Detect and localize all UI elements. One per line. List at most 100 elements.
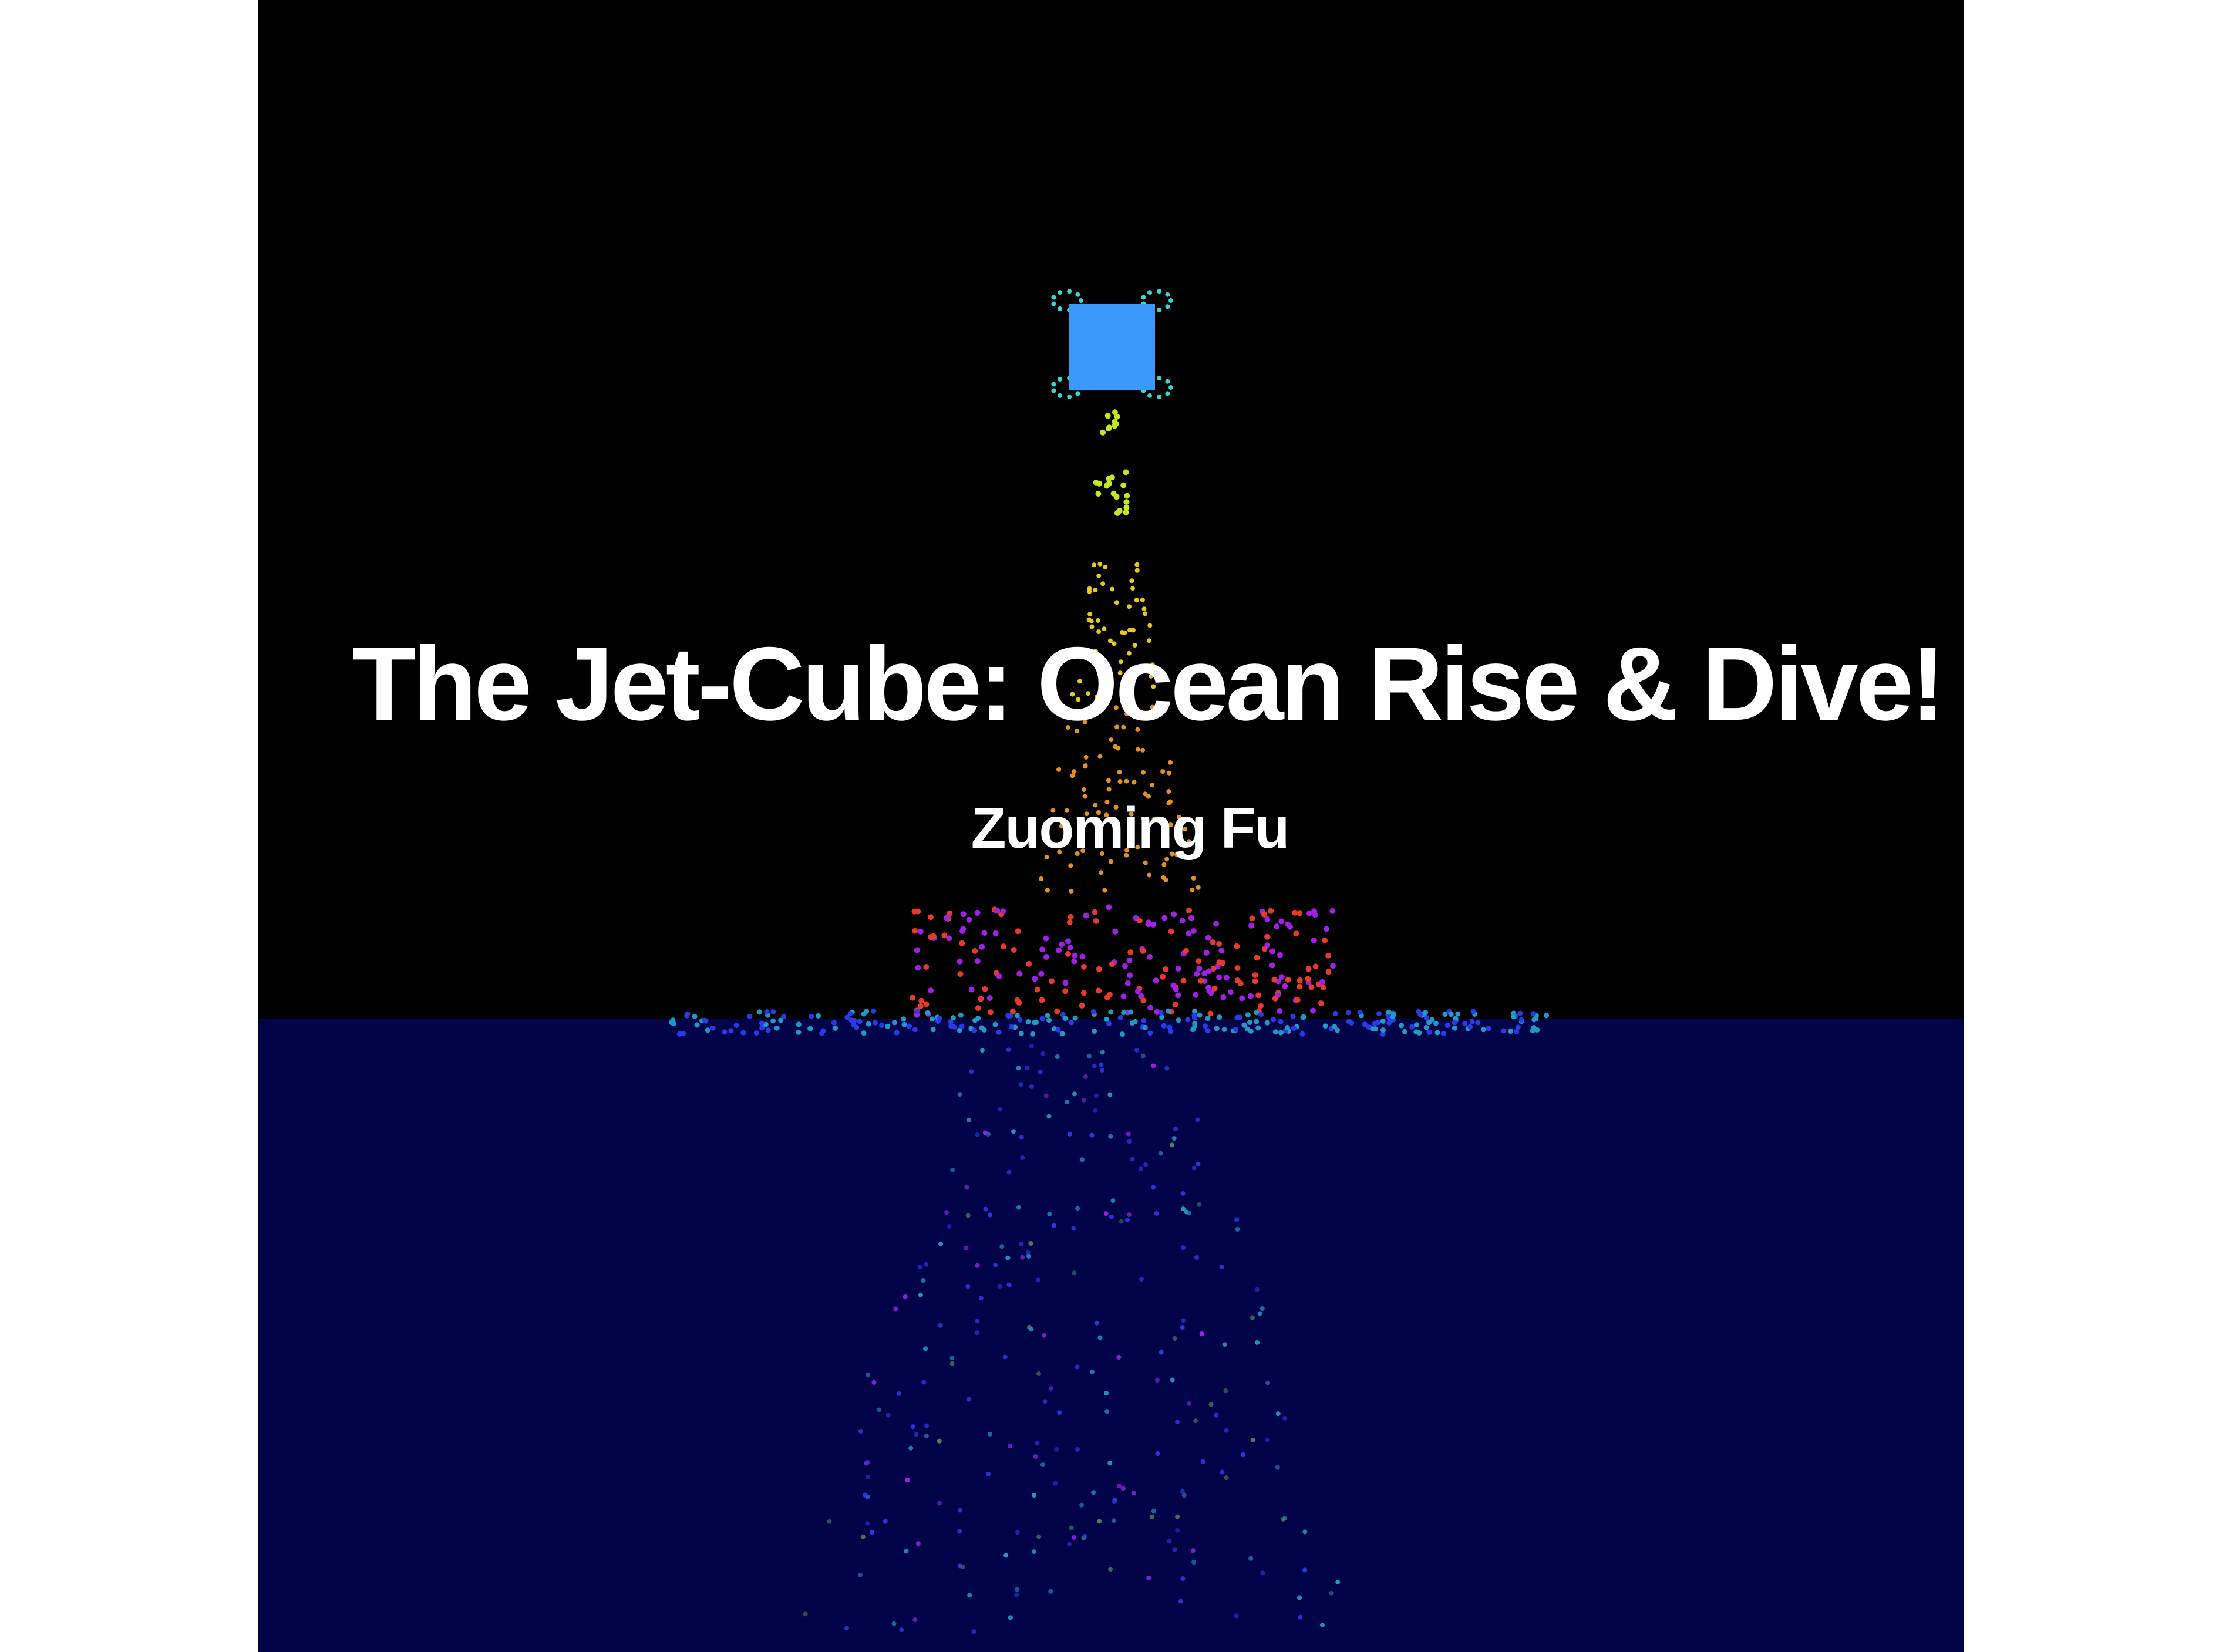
particle-dot (1124, 852, 1129, 858)
particle-dot (1047, 1211, 1052, 1216)
particle-dot (1151, 1063, 1156, 1068)
particle-dot (1278, 1019, 1284, 1024)
particle-field (668, 289, 1549, 1634)
particle-dot (1079, 1502, 1085, 1508)
particle-dot (1255, 992, 1262, 999)
particle-dot (1089, 1369, 1095, 1374)
particle-dot (1145, 921, 1151, 928)
particle-dot (1271, 1017, 1276, 1023)
particle-dot (1216, 974, 1223, 980)
particle-dot (996, 973, 1002, 979)
particle-dot (958, 1508, 963, 1513)
particle-dot (914, 947, 920, 953)
particle-dot (1297, 977, 1303, 983)
particle-dot (1233, 1027, 1239, 1033)
particle-dot (1055, 1027, 1061, 1033)
particle-dot (844, 1626, 849, 1631)
particle-dot (847, 1011, 853, 1017)
particle-dot (1147, 1004, 1154, 1011)
particle-dot (937, 1438, 942, 1444)
particle-dot (1096, 966, 1102, 972)
particle-dot (1139, 1277, 1144, 1282)
particle-dot (1165, 304, 1170, 309)
particle-dot (1039, 946, 1046, 953)
particle-dot (1531, 1025, 1537, 1030)
particle-dot (1205, 1028, 1211, 1034)
particle-dot (1150, 662, 1155, 667)
particle-dot (1099, 870, 1104, 875)
author-name: Zuoming Fu (971, 795, 1290, 860)
particle-dot (1056, 767, 1062, 772)
particle-dot (1139, 1166, 1143, 1171)
particle-dot (1140, 948, 1146, 954)
particle-dot (1051, 301, 1056, 306)
particle-dot (1511, 1014, 1517, 1020)
particle-dot (1271, 976, 1278, 983)
particle-dot (1260, 1570, 1265, 1576)
particle-dot (1219, 1265, 1224, 1270)
particle-dot (910, 994, 916, 1001)
particle-dot (1470, 1009, 1476, 1014)
particle-dot (1299, 1031, 1305, 1037)
particle-dot (1106, 424, 1113, 431)
particle-dot (1131, 1491, 1136, 1496)
particle-dot (1075, 1206, 1080, 1211)
particle-dot (987, 1431, 992, 1437)
particle-dot (1011, 1129, 1016, 1134)
particle-dot (930, 1027, 936, 1033)
particle-dot (1135, 727, 1140, 732)
particle-dot (1062, 980, 1069, 986)
particle-dot (1181, 1206, 1186, 1212)
particle-dot (1163, 966, 1169, 973)
particle-dot (1250, 1315, 1255, 1320)
particle-dot (1117, 1015, 1123, 1021)
particle-dot (1201, 970, 1208, 977)
particle-dot (897, 1391, 901, 1396)
particle-dot (1175, 992, 1181, 999)
particle-dot (1176, 1017, 1181, 1023)
particle-dot (1016, 1000, 1022, 1006)
particle-dot (1102, 888, 1107, 893)
particle-dot (1065, 725, 1070, 730)
particle-dot (1138, 993, 1144, 999)
particle-dot (1089, 1132, 1095, 1138)
particle-dot (924, 1423, 929, 1428)
particle-dot (1032, 1493, 1037, 1498)
particle-dot (764, 1009, 770, 1014)
particle-dot (1227, 989, 1234, 996)
particle-dot (1320, 1623, 1325, 1628)
particle-dot (1143, 860, 1148, 865)
particle-dot (1297, 910, 1303, 916)
particle-dot (1083, 754, 1089, 760)
particle-dot (1294, 997, 1301, 1003)
particle-dot (1234, 943, 1240, 949)
particle-dot (1175, 1514, 1180, 1519)
particle-dot (796, 1029, 802, 1035)
particle-dot (1128, 828, 1133, 833)
particle-dot (1305, 976, 1311, 982)
particle-dot (1103, 483, 1110, 489)
particle-dot (971, 1629, 976, 1634)
particle-dot (1140, 597, 1145, 602)
particle-dot (1173, 1127, 1178, 1132)
particle-dot (1517, 1010, 1523, 1016)
particle-dot (1083, 764, 1088, 769)
particle-dot (1067, 945, 1073, 951)
particle-dot (759, 1025, 765, 1031)
particle-dot (1072, 769, 1077, 774)
particle-dot (1183, 827, 1188, 832)
particle-dot (1107, 638, 1113, 643)
particle-dot (1066, 919, 1073, 925)
particle-dot (1119, 1031, 1125, 1037)
particle-dot (1440, 1030, 1446, 1036)
particle-dot (1038, 1069, 1043, 1074)
particle-dot (1043, 954, 1049, 960)
particle-dot (857, 1019, 863, 1024)
particle-dot (1107, 675, 1112, 680)
particle-dot (1151, 817, 1157, 822)
particle-dot (1143, 611, 1148, 616)
particle-dot (1190, 887, 1195, 892)
particle-dot (1129, 578, 1134, 584)
particle-dot (1049, 978, 1055, 985)
particle-dot (1272, 1029, 1278, 1035)
